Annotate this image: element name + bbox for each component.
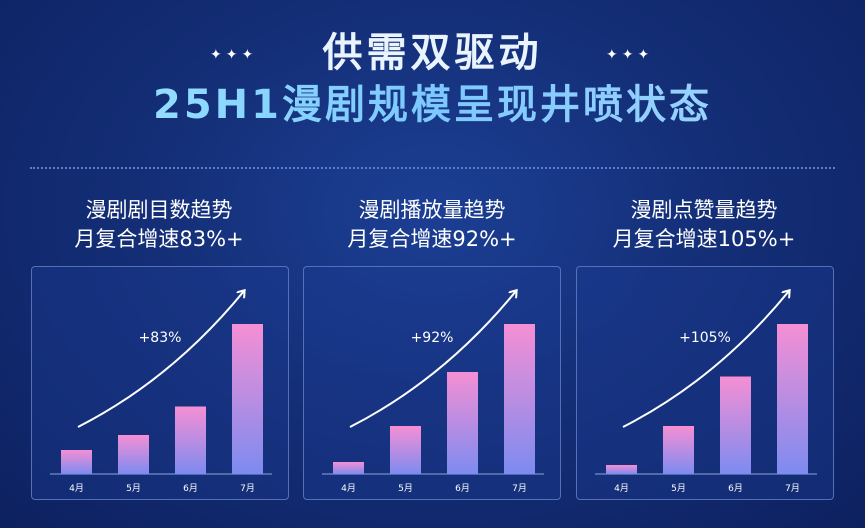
bar-2: [663, 426, 694, 474]
bar-1: [333, 462, 364, 474]
growth-annotation: +83%: [139, 330, 182, 346]
chart-panel-1: 4月 5月 6月 7月 +83%: [31, 266, 289, 500]
title-block: 供需双驱动 25H1漫剧规模呈现井喷状态: [0, 28, 865, 132]
panel-1-heading: 漫剧剧目数趋势 月复合增速83%+: [29, 196, 289, 254]
bar-2: [118, 435, 149, 474]
bar-4: [777, 324, 808, 474]
page-subtitle: 25H1漫剧规模呈现井喷状态: [0, 78, 865, 132]
x-tick-label: 5月: [126, 483, 141, 494]
x-tick-label: 5月: [398, 483, 413, 494]
bar-chart-3: 4月 5月 6月 7月 +105%: [595, 267, 817, 494]
x-tick-label: 6月: [183, 483, 198, 494]
bar-1: [61, 450, 92, 474]
x-tick-label: 7月: [240, 483, 255, 494]
bar-4: [504, 324, 535, 474]
x-tick-label: 4月: [69, 483, 84, 494]
growth-arrow-icon: [77, 291, 244, 428]
bar-1: [606, 465, 637, 474]
x-tick-label: 6月: [455, 483, 470, 494]
x-tick-label: 7月: [512, 483, 527, 494]
panel-2-subtitle: 月复合增速92%+: [347, 227, 517, 251]
bar-chart-1: 4月 5月 6月 7月 +83%: [50, 267, 272, 494]
page-title: 供需双驱动: [322, 30, 543, 76]
growth-arrow-icon: [622, 291, 789, 428]
x-tick-label: 5月: [671, 483, 686, 494]
panel-3-subtitle: 月复合增速105%+: [612, 227, 796, 251]
panel-2-heading: 漫剧播放量趋势 月复合增速92%+: [302, 196, 562, 254]
panel-1-title: 漫剧剧目数趋势: [85, 198, 233, 222]
x-tick-label: 4月: [341, 483, 356, 494]
bar-chart-2: 4月 5月 6月 7月 +92%: [322, 267, 544, 494]
panel-3-heading: 漫剧点赞量趋势 月复合增速105%+: [574, 196, 834, 254]
panel-2-title: 漫剧播放量趋势: [358, 198, 506, 222]
bar-3: [447, 372, 478, 474]
growth-annotation: +105%: [679, 330, 731, 346]
growth-annotation: +92%: [411, 330, 454, 346]
x-tick-label: 7月: [785, 483, 800, 494]
chart-panel-3: 4月 5月 6月 7月 +105%: [576, 266, 834, 500]
bar-2: [390, 426, 421, 474]
chart-panel-2: 4月 5月 6月 7月 +92%: [303, 266, 561, 500]
panel-1-subtitle: 月复合增速83%+: [74, 227, 244, 251]
stars-left-decoration: ✦✦✦: [210, 47, 258, 63]
bar-4: [232, 324, 263, 474]
growth-arrow-icon: [349, 291, 516, 428]
stars-right-decoration: ✦✦✦: [606, 47, 654, 63]
panel-3-title: 漫剧点赞量趋势: [630, 198, 778, 222]
x-tick-label: 4月: [614, 483, 629, 494]
dotted-divider: [30, 167, 835, 169]
bar-3: [720, 376, 751, 474]
bar-3: [175, 406, 206, 474]
x-tick-label: 6月: [728, 483, 743, 494]
